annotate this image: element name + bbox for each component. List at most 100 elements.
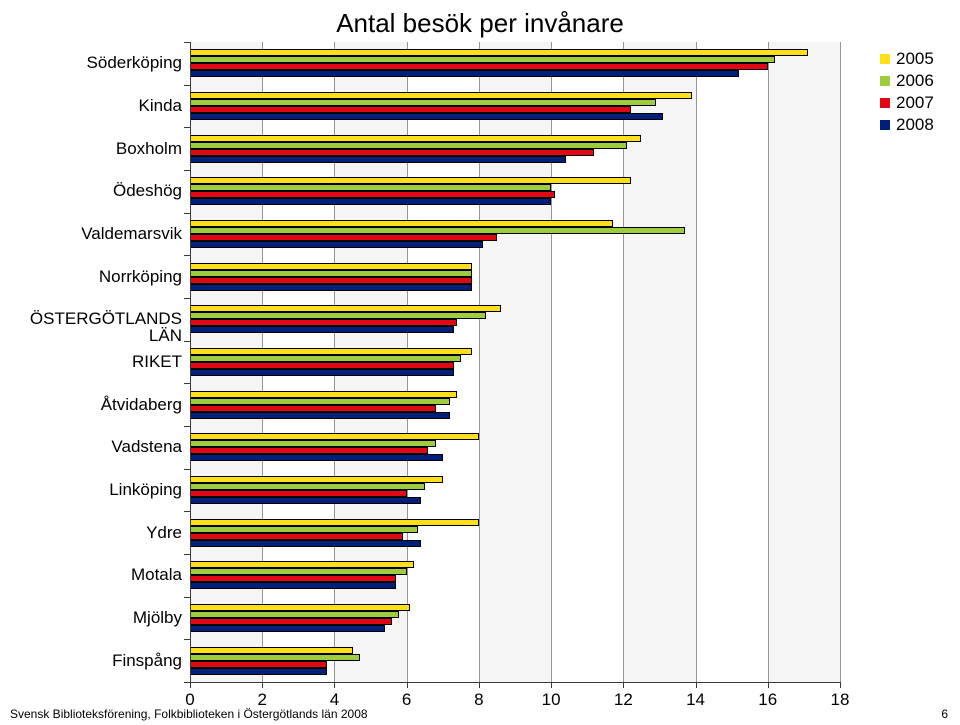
x-tick-label: 4 [330,690,339,710]
bar [190,611,399,618]
bar [190,447,428,454]
x-tick-label: 8 [474,690,483,710]
bar [190,412,450,419]
page-number: 6 [941,707,948,721]
category-label: Åtvidaberg [8,396,182,413]
bar [190,184,551,191]
category-label: Ödeshög [8,182,182,199]
x-tick-label: 6 [402,690,411,710]
bar [190,113,663,120]
category-label: Norrköping [8,268,182,285]
legend-item: 2006 [880,70,934,92]
legend-swatch [880,54,890,64]
bar [190,654,360,661]
bar [190,604,410,611]
bar [190,142,627,149]
bar [190,305,501,312]
bar [190,63,768,70]
legend-label: 2005 [896,49,934,69]
bar [190,526,418,533]
bar [190,312,486,319]
bar [190,568,407,575]
x-tick-label: 10 [542,690,561,710]
bar [190,647,353,654]
bar [190,497,421,504]
bar [190,454,443,461]
x-axis-line [190,682,840,683]
legend-item: 2007 [880,92,934,114]
x-tick-label: 12 [614,690,633,710]
bar [190,156,566,163]
x-tick [407,682,408,688]
bar [190,405,436,412]
bar [190,483,425,490]
bar [190,362,454,369]
bar [190,177,631,184]
x-tick [768,682,769,688]
bar [190,106,631,113]
bar [190,661,327,668]
legend-swatch [880,98,890,108]
category-label: Söderköping [8,54,182,71]
category-label: Vadstena [8,438,182,455]
x-tick [262,682,263,688]
plot-area [190,42,840,682]
bar [190,348,472,355]
bar-rows [190,42,840,682]
x-tick [696,682,697,688]
bar [190,270,472,277]
legend-item: 2008 [880,114,934,136]
bar [190,476,443,483]
bar [190,198,551,205]
bar [190,625,385,632]
bar [190,398,450,405]
x-tick [623,682,624,688]
grid-line [840,42,841,682]
category-label: ÖSTERGÖTLANDS LÄN [8,310,182,344]
x-tick [190,682,191,688]
bar [190,326,454,333]
category-label: Ydre [8,524,182,541]
legend-label: 2008 [896,115,934,135]
legend-swatch [880,76,890,86]
category-label: Mjölby [8,609,182,626]
bar [190,618,392,625]
bar [190,490,407,497]
bar [190,263,472,270]
bar [190,70,739,77]
bar [190,92,692,99]
category-label: Linköping [8,481,182,498]
bar [190,135,641,142]
bar [190,561,414,568]
bar [190,519,479,526]
legend-label: 2007 [896,93,934,113]
y-axis-line [190,42,191,682]
bar [190,56,775,63]
bar [190,277,472,284]
bar [190,149,594,156]
x-tick [840,682,841,688]
x-tick [334,682,335,688]
x-tick-label: 18 [831,690,850,710]
category-label: Valdemarsvik [8,225,182,242]
bar [190,319,457,326]
bar [190,220,613,227]
category-label: Boxholm [8,140,182,157]
legend-label: 2006 [896,71,934,91]
category-label: RIKET [8,353,182,370]
bar [190,234,497,241]
bar [190,227,685,234]
x-tick-label: 2 [257,690,266,710]
legend: 2005200620072008 [880,48,934,136]
x-tick [479,682,480,688]
category-label: Finspång [8,652,182,669]
legend-swatch [880,120,890,130]
x-tick-label: 16 [758,690,777,710]
bar [190,440,436,447]
legend-item: 2005 [880,48,934,70]
chart-title: Antal besök per invånare [0,8,960,39]
bar [190,191,555,198]
bar [190,355,461,362]
bar [190,540,421,547]
category-label: Motala [8,566,182,583]
